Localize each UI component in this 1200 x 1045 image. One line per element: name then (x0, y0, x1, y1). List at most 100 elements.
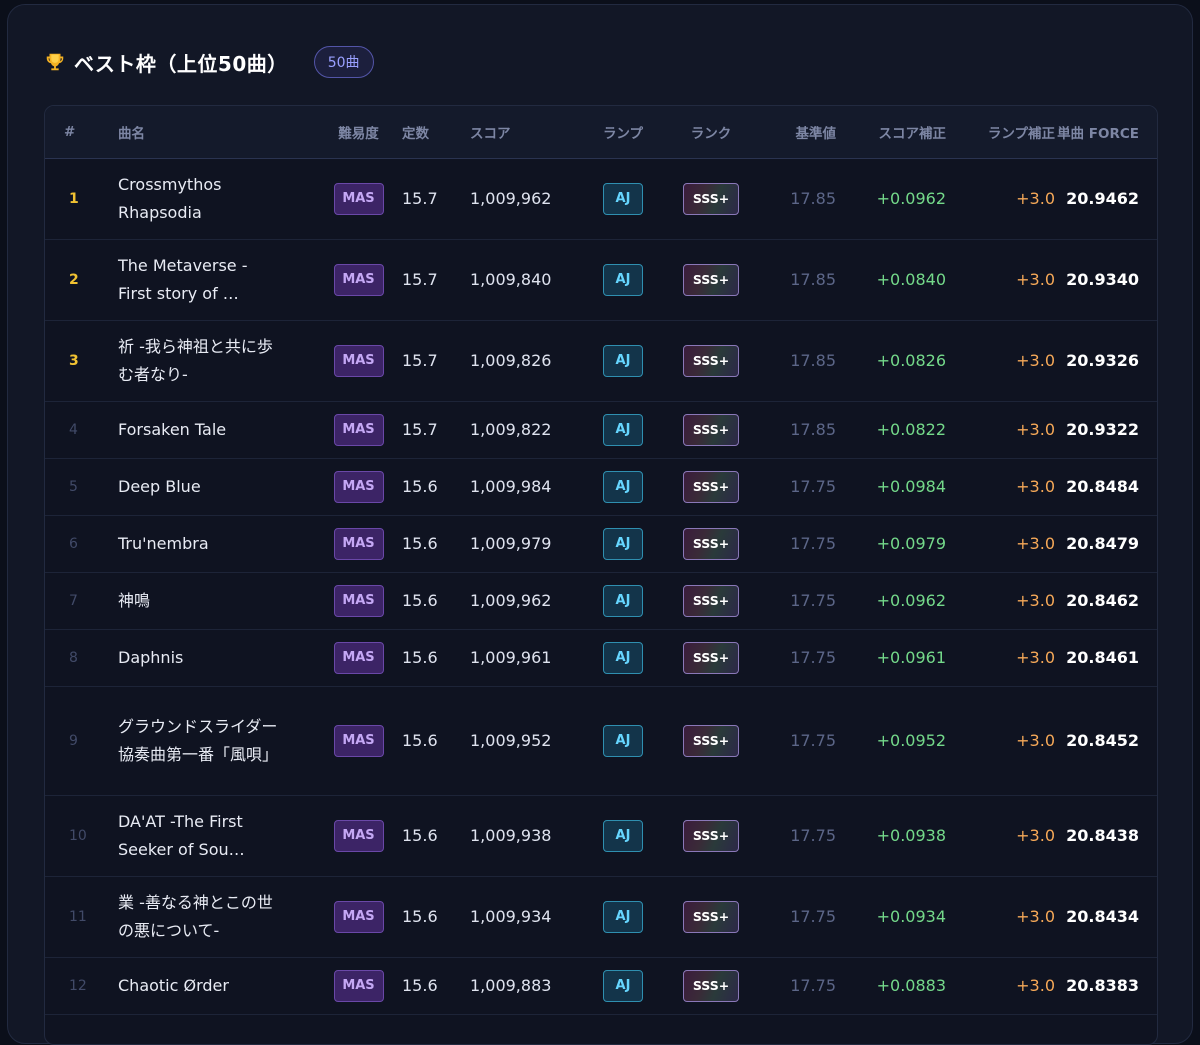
rank-grade-badge: SSS+ (683, 819, 739, 852)
base-value: 17.75 (756, 795, 836, 877)
rank-number: 12 (45, 957, 118, 1015)
difficulty-badge: MAS (333, 344, 384, 377)
lamp-badge: AJ (603, 263, 643, 296)
score-value: 1,009,883 (470, 957, 580, 1015)
rank-grade-cell: SSS+ (666, 629, 756, 687)
table-row[interactable]: 12 Chaotic Ørder MAS 15.6 1,009,883 AJ SSS+ 17.… (45, 957, 1157, 1015)
single-force: 20.9322 (1055, 401, 1157, 459)
score-value: 1,009,952 (470, 686, 580, 796)
col-header-lamp: ランプ (580, 106, 666, 159)
difficulty-cell: MAS (315, 876, 402, 958)
lamp-correction: +3.0 (946, 795, 1055, 877)
lamp-correction: +3.0 (946, 158, 1055, 240)
score-correction: +0.0984 (836, 458, 946, 516)
rank-number: 7 (45, 572, 118, 630)
rank-grade-badge: SSS+ (683, 413, 739, 446)
lamp-correction: +3.0 (946, 320, 1055, 402)
song-title: Forsaken Tale (118, 419, 227, 439)
lamp-correction: +3.0 (946, 876, 1055, 958)
trophy-icon (46, 53, 64, 71)
table-row[interactable]: 4 Forsaken Tale MAS 15.7 1,009,822 AJ SSS+ 17.8… (45, 401, 1157, 459)
difficulty-cell: MAS (315, 686, 402, 796)
table-row[interactable]: 5 Deep Blue MAS 15.6 1,009,984 AJ SSS+ 17.75 +0.… (45, 458, 1157, 516)
rank-grade-badge: SSS+ (683, 527, 739, 560)
score-correction: +0.0938 (836, 795, 946, 877)
lamp-badge: AJ (603, 819, 643, 852)
difficulty-badge: MAS (333, 470, 384, 503)
lamp-cell: AJ (580, 515, 666, 573)
chart-constant: 15.7 (402, 401, 470, 459)
lamp-cell: AJ (580, 320, 666, 402)
rank-number: 4 (45, 401, 118, 459)
rank-grade-badge: SSS+ (683, 263, 739, 296)
base-value: 17.75 (756, 515, 836, 573)
difficulty-badge: MAS (333, 527, 384, 560)
table-row[interactable]: 10 DA'AT -The First Seeker of Sou… MAS 15.6… (45, 795, 1157, 877)
difficulty-cell: MAS (315, 515, 402, 573)
rank-grade-cell: SSS+ (666, 401, 756, 459)
base-value: 17.75 (756, 957, 836, 1015)
single-force: 20.8383 (1055, 957, 1157, 1015)
lamp-badge: AJ (603, 969, 643, 1002)
table-row[interactable]: 11 業 -善なる神とこの世の悪について- MAS 15.6 1,009,934 AJ SS… (45, 876, 1157, 958)
single-force: 20.8434 (1055, 876, 1157, 958)
rank-number: 2 (45, 239, 118, 321)
table-row[interactable]: 8 Daphnis MAS 15.6 1,009,961 AJ SSS+ 17.75 +0.09… (45, 629, 1157, 687)
score-value: 1,009,984 (470, 458, 580, 516)
rank-grade-cell: SSS+ (666, 572, 756, 630)
col-header-base: 基準値 (756, 106, 836, 159)
difficulty-badge: MAS (333, 900, 384, 933)
chart-constant: 15.6 (402, 686, 470, 796)
single-force: 20.9326 (1055, 320, 1157, 402)
rank-grade-cell: SSS+ (666, 158, 756, 240)
rank-grade-badge: SSS+ (683, 584, 739, 617)
song-cell: Crossmythos Rhapsodia (118, 158, 315, 240)
difficulty-badge: MAS (333, 819, 384, 852)
single-force: 20.9462 (1055, 158, 1157, 240)
song-title: Tru'nembra (118, 533, 209, 553)
base-value: 17.75 (756, 629, 836, 687)
table-row[interactable]: 2 The Metaverse -First story of … MAS 15.7 1… (45, 239, 1157, 321)
song-cell: Deep Blue (118, 458, 315, 516)
table-row[interactable]: 6 Tru'nembra MAS 15.6 1,009,979 AJ SSS+ 17.75 +0… (45, 515, 1157, 573)
rank-number: 10 (45, 795, 118, 877)
table-row[interactable]: 9 グラウンドスライダー協奏曲第一番「風唄」 MAS 15.6 1,009,952 AJ S… (45, 686, 1157, 796)
lamp-cell: AJ (580, 401, 666, 459)
lamp-badge: AJ (603, 344, 643, 377)
rank-grade-cell: SSS+ (666, 320, 756, 402)
score-correction: +0.0952 (836, 686, 946, 796)
difficulty-cell: MAS (315, 239, 402, 321)
base-value: 17.75 (756, 572, 836, 630)
single-force: 20.8452 (1055, 686, 1157, 796)
lamp-correction: +3.0 (946, 572, 1055, 630)
lamp-cell: AJ (580, 795, 666, 877)
lamp-badge: AJ (603, 470, 643, 503)
difficulty-badge: MAS (333, 263, 384, 296)
score-correction: +0.0840 (836, 239, 946, 321)
song-cell: The Metaverse -First story of … (118, 239, 315, 321)
single-force: 20.9340 (1055, 239, 1157, 321)
rank-grade-cell: SSS+ (666, 876, 756, 958)
rank-number: 1 (45, 158, 118, 240)
score-value: 1,009,962 (470, 158, 580, 240)
song-title: 業 -善なる神とこの世の悪について- (118, 892, 273, 940)
song-title: Crossmythos Rhapsodia (118, 174, 222, 222)
chart-constant: 15.7 (402, 158, 470, 240)
score-correction: +0.0961 (836, 629, 946, 687)
rank-grade-cell: SSS+ (666, 515, 756, 573)
difficulty-badge: MAS (333, 182, 384, 215)
table-row[interactable]: 1 Crossmythos Rhapsodia MAS 15.7 1,009,962 AJ… (45, 158, 1157, 240)
table-row[interactable]: 7 神鳴 MAS 15.6 1,009,962 AJ SSS+ 17.75 +0.0962 +3.… (45, 572, 1157, 630)
base-value: 17.85 (756, 239, 836, 321)
rank-grade-cell: SSS+ (666, 957, 756, 1015)
rank-number: 6 (45, 515, 118, 573)
song-cell: Chaotic Ørder (118, 957, 315, 1015)
difficulty-cell: MAS (315, 629, 402, 687)
song-title: Daphnis (118, 647, 184, 667)
col-header-lamp-correction: ランプ補正 (946, 106, 1055, 159)
chart-constant: 15.6 (402, 957, 470, 1015)
lamp-badge: AJ (603, 182, 643, 215)
chart-constant: 15.6 (402, 458, 470, 516)
lamp-cell: AJ (580, 686, 666, 796)
